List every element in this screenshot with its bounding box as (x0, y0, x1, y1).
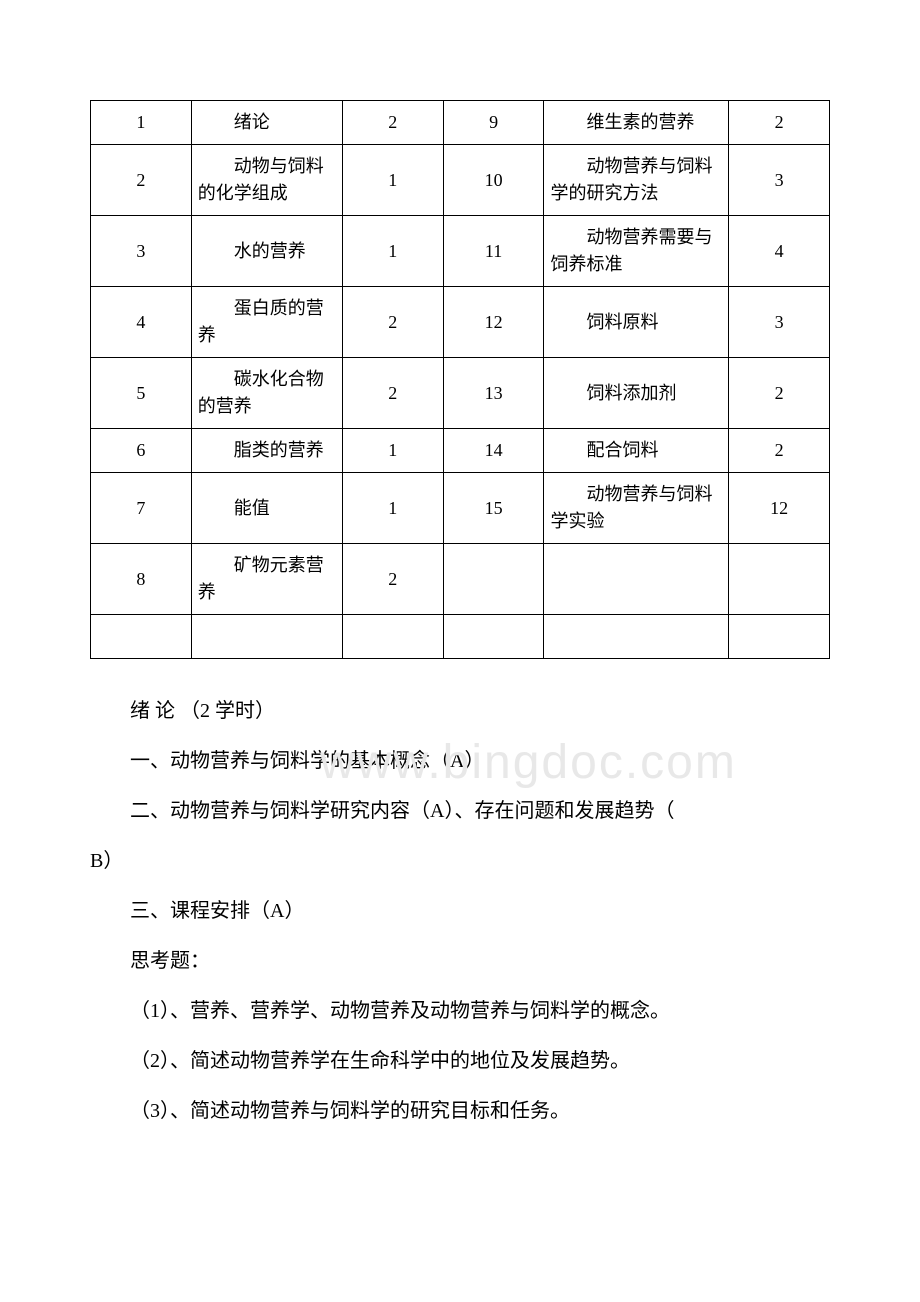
cell-chapter-num: 11 (443, 216, 544, 287)
cell-chapter-num: 12 (443, 287, 544, 358)
cell-empty (342, 615, 443, 659)
table-row: 4 蛋白质的营养 2 12 饲料原料 3 (91, 287, 830, 358)
cell-hours: 12 (729, 473, 830, 544)
table-row: 3 水的营养 1 11 动物营养需要与饲养标准 4 (91, 216, 830, 287)
cell-hours: 2 (729, 101, 830, 145)
cell-hours: 2 (342, 544, 443, 615)
cell-hours (729, 544, 830, 615)
cell-chapter-name: 水的营养 (191, 216, 342, 287)
cell-hours: 2 (342, 287, 443, 358)
cell-chapter-name: 维生素的营养 (544, 101, 729, 145)
cell-chapter-num: 15 (443, 473, 544, 544)
cell-chapter-num: 4 (91, 287, 192, 358)
cell-hours: 3 (729, 145, 830, 216)
outline-item: 三、课程安排（A） (90, 889, 830, 933)
cell-chapter-name: 饲料添加剂 (544, 358, 729, 429)
table-body: 1 绪论 2 9 维生素的营养 2 2 动物与饲料的化学组成 1 10 动物营养… (91, 101, 830, 659)
cell-chapter-name: 动物与饲料的化学组成 (191, 145, 342, 216)
cell-empty (191, 615, 342, 659)
cell-chapter-name: 绪论 (191, 101, 342, 145)
cell-hours: 2 (729, 429, 830, 473)
cell-chapter-name: 饲料原料 (544, 287, 729, 358)
cell-chapter-num: 3 (91, 216, 192, 287)
cell-chapter-num: 5 (91, 358, 192, 429)
cell-hours: 1 (342, 429, 443, 473)
table-row (91, 615, 830, 659)
cell-hours: 1 (342, 473, 443, 544)
cell-chapter-num: 14 (443, 429, 544, 473)
cell-chapter-name: 碳水化合物的营养 (191, 358, 342, 429)
cell-chapter-num (443, 544, 544, 615)
table-row: 7 能值 1 15 动物营养与饲料学实验 12 (91, 473, 830, 544)
cell-chapter-num: 13 (443, 358, 544, 429)
cell-hours: 1 (342, 216, 443, 287)
document-content: www.bingdoc.com 1 绪论 2 9 维生素的营养 2 2 动物与饲… (90, 100, 830, 1133)
cell-hours: 2 (342, 101, 443, 145)
outline-item: 二、动物营养与饲料学研究内容（A）、存在问题和发展趋势（ (90, 789, 830, 833)
cell-hours: 2 (729, 358, 830, 429)
table-row: 1 绪论 2 9 维生素的营养 2 (91, 101, 830, 145)
cell-chapter-name: 能值 (191, 473, 342, 544)
cell-chapter-name: 矿物元素营养 (191, 544, 342, 615)
cell-chapter-num: 8 (91, 544, 192, 615)
cell-chapter-name: 动物营养与饲料学的研究方法 (544, 145, 729, 216)
cell-chapter-name: 动物营养需要与饲养标准 (544, 216, 729, 287)
cell-chapter-num: 1 (91, 101, 192, 145)
section-heading: 绪 论 （2 学时） (90, 689, 830, 733)
cell-hours: 2 (342, 358, 443, 429)
cell-chapter-name: 动物营养与饲料学实验 (544, 473, 729, 544)
table-container: www.bingdoc.com 1 绪论 2 9 维生素的营养 2 2 动物与饲… (90, 100, 830, 659)
cell-chapter-num: 7 (91, 473, 192, 544)
cell-hours: 4 (729, 216, 830, 287)
cell-empty (91, 615, 192, 659)
table-row: 8 矿物元素营养 2 (91, 544, 830, 615)
question-item: （3）、简述动物营养与饲料学的研究目标和任务。 (90, 1089, 830, 1133)
question-item: （1）、营养、营养学、动物营养及动物营养与饲料学的概念。 (90, 989, 830, 1033)
cell-chapter-name: 脂类的营养 (191, 429, 342, 473)
cell-chapter-num: 6 (91, 429, 192, 473)
course-hours-table: 1 绪论 2 9 维生素的营养 2 2 动物与饲料的化学组成 1 10 动物营养… (90, 100, 830, 659)
table-row: 6 脂类的营养 1 14 配合饲料 2 (91, 429, 830, 473)
cell-chapter-name (544, 544, 729, 615)
cell-chapter-num: 10 (443, 145, 544, 216)
cell-chapter-num: 2 (91, 145, 192, 216)
table-row: 5 碳水化合物的营养 2 13 饲料添加剂 2 (91, 358, 830, 429)
cell-chapter-num: 9 (443, 101, 544, 145)
cell-empty (729, 615, 830, 659)
outline-item: 一、动物营养与饲料学的基本概念（A） (90, 739, 830, 783)
question-item: （2）、简述动物营养学在生命科学中的地位及发展趋势。 (90, 1039, 830, 1083)
cell-chapter-name: 配合饲料 (544, 429, 729, 473)
cell-hours: 1 (342, 145, 443, 216)
cell-hours: 3 (729, 287, 830, 358)
questions-heading: 思考题： (90, 939, 830, 983)
cell-chapter-name: 蛋白质的营养 (191, 287, 342, 358)
outline-item-continuation: B） (90, 839, 830, 883)
table-row: 2 动物与饲料的化学组成 1 10 动物营养与饲料学的研究方法 3 (91, 145, 830, 216)
cell-empty (544, 615, 729, 659)
cell-empty (443, 615, 544, 659)
